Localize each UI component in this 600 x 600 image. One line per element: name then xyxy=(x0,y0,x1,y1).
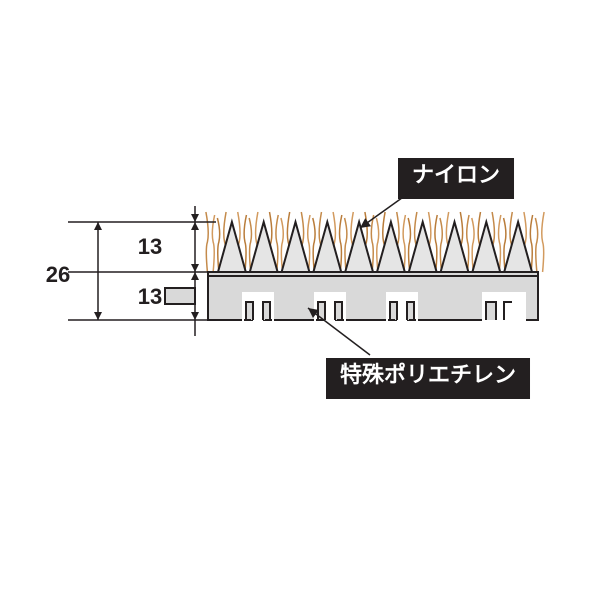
dimensions: 26 13 13 xyxy=(46,206,216,336)
brush-cone xyxy=(218,222,246,272)
brush-region xyxy=(206,212,544,272)
diagram: 26 13 13 ナイロン特殊ポリエチレン xyxy=(0,0,600,600)
brush-cone xyxy=(250,222,278,272)
dim-lower: 13 xyxy=(138,284,162,309)
brush-cone xyxy=(377,222,405,272)
brush-cone xyxy=(313,222,341,272)
dim-overall: 26 xyxy=(46,262,70,287)
svg-text:特殊ポリエチレン: 特殊ポリエチレン xyxy=(340,362,516,387)
label-nylon: ナイロン xyxy=(398,158,514,199)
label-polyethylene: 特殊ポリエチレン xyxy=(326,358,530,399)
brush-cone xyxy=(441,222,469,272)
brush-cone xyxy=(409,222,437,272)
brush-cone xyxy=(282,222,310,272)
brush-cone xyxy=(472,222,500,272)
dim-upper: 13 xyxy=(138,234,162,259)
svg-text:ナイロン: ナイロン xyxy=(412,162,500,187)
base-profile xyxy=(165,272,538,324)
brush-cone xyxy=(345,222,373,272)
brush-cone xyxy=(504,222,532,272)
